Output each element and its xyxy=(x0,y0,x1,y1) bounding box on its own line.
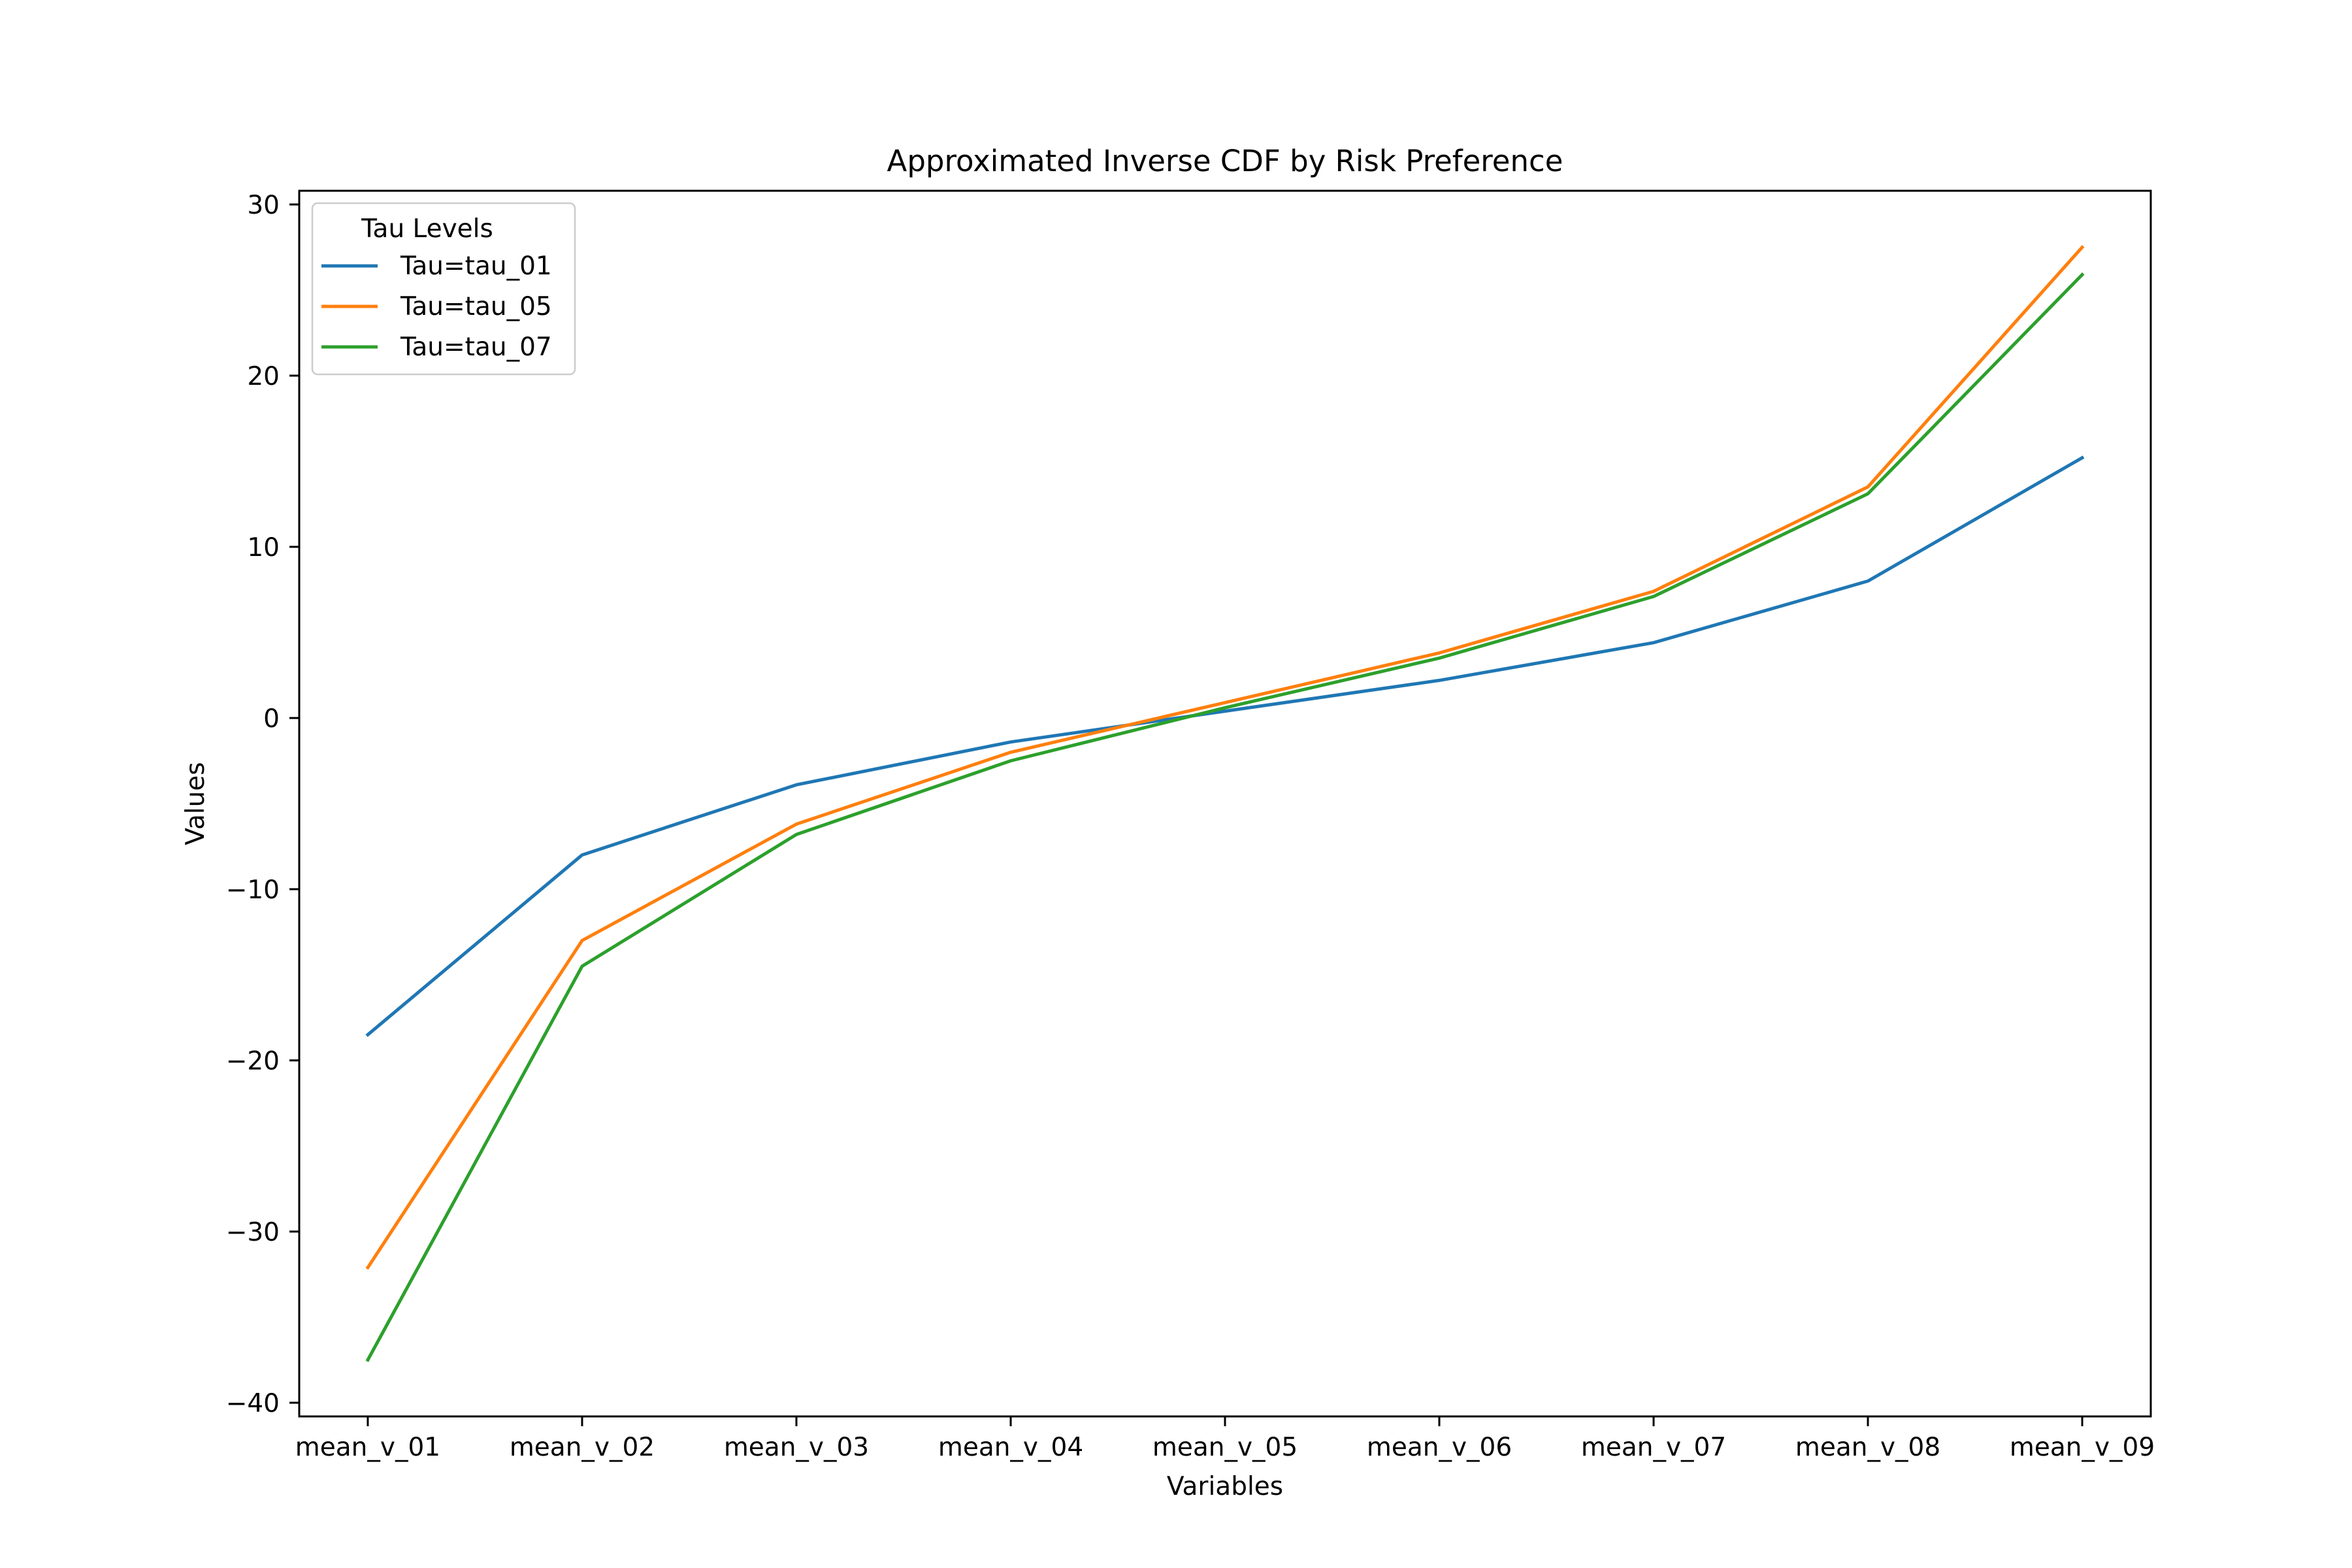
chart-title: Approximated Inverse CDF by Risk Prefere… xyxy=(887,144,1563,178)
x-tick-label: mean_v_07 xyxy=(1581,1433,1726,1462)
y-tick-label: 30 xyxy=(247,191,280,220)
legend-title: Tau Levels xyxy=(361,214,493,244)
x-tick-label: mean_v_08 xyxy=(1795,1433,1940,1462)
x-tick-label: mean_v_01 xyxy=(295,1433,440,1462)
x-tick-label: mean_v_04 xyxy=(938,1433,1083,1462)
legend-label-3: Tau=tau_07 xyxy=(400,333,552,362)
y-axis-label: Values xyxy=(181,762,210,845)
x-tick-label: mean_v_09 xyxy=(2010,1433,2155,1462)
y-tick-label: 20 xyxy=(247,362,280,391)
y-tick-label: −20 xyxy=(226,1047,280,1076)
x-tick-label: mean_v_06 xyxy=(1367,1433,1512,1462)
legend-label-1: Tau=tau_01 xyxy=(400,252,552,281)
y-tick-label: 0 xyxy=(263,704,280,734)
plot-area: mean_v_01 mean_v_02 mean_v_03 mean_v_04 mean… xyxy=(226,189,2155,1462)
y-tick-label: −30 xyxy=(226,1218,280,1247)
y-tick-label: −10 xyxy=(226,875,280,905)
series-line-1 xyxy=(365,455,2085,1037)
x-tick-label: mean_v_03 xyxy=(724,1433,869,1462)
legend-frame xyxy=(311,202,576,376)
y-tick-label: 10 xyxy=(247,533,280,563)
x-axis-label: Variables xyxy=(1167,1472,1283,1501)
legend-label-2: Tau=tau_05 xyxy=(400,292,552,321)
y-tick-label: −40 xyxy=(226,1389,280,1418)
legend: Tau Levels Tau=tau_01 Tau=tau_05 Tau=tau_07 xyxy=(311,202,576,376)
x-tick-label: mean_v_05 xyxy=(1152,1433,1298,1462)
series-line-2 xyxy=(365,244,2085,1270)
series-line-3 xyxy=(365,272,2085,1362)
x-tick-label: mean_v_02 xyxy=(510,1433,655,1462)
